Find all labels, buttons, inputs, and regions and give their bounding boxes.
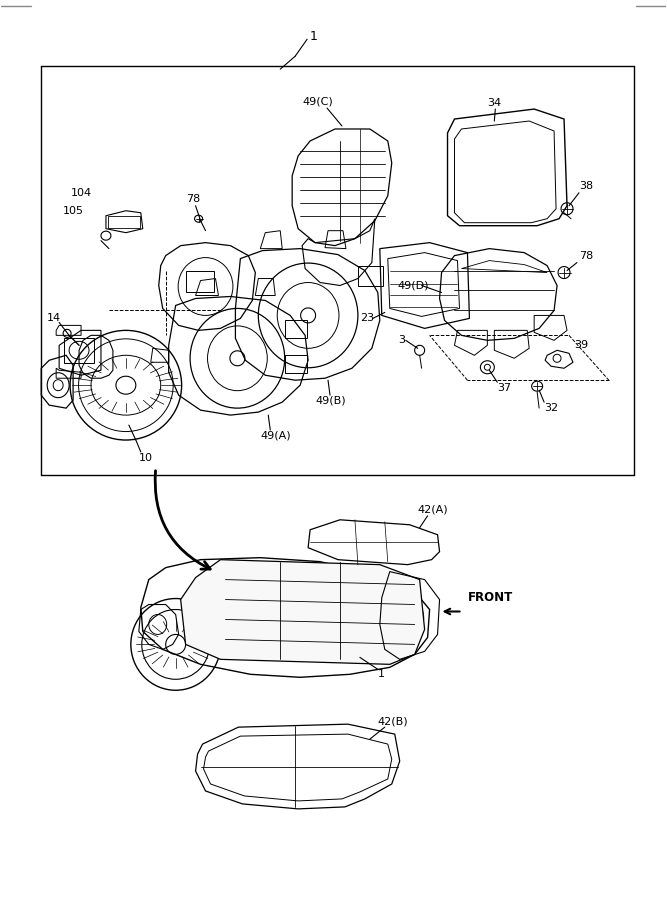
FancyArrowPatch shape <box>155 471 210 569</box>
Bar <box>64 338 94 364</box>
Text: 14: 14 <box>47 313 61 323</box>
Text: 32: 32 <box>544 403 558 413</box>
Bar <box>285 356 307 373</box>
Bar <box>185 271 213 292</box>
Text: 23: 23 <box>360 313 374 323</box>
Text: 78: 78 <box>185 194 200 203</box>
Text: 10: 10 <box>139 453 153 463</box>
Text: 104: 104 <box>71 188 92 198</box>
Text: 42(A): 42(A) <box>418 505 448 515</box>
Bar <box>358 266 383 285</box>
Text: FRONT: FRONT <box>468 591 513 604</box>
Text: 1: 1 <box>378 670 385 680</box>
Text: 49(C): 49(C) <box>302 96 333 106</box>
Text: 42(B): 42(B) <box>378 716 408 726</box>
Text: 3: 3 <box>398 336 405 346</box>
Text: 49(A): 49(A) <box>260 430 291 440</box>
Text: 37: 37 <box>498 383 512 393</box>
Text: 39: 39 <box>574 340 588 350</box>
Text: 49(B): 49(B) <box>315 395 346 405</box>
Text: 38: 38 <box>579 181 593 191</box>
Text: 1: 1 <box>310 30 318 43</box>
Bar <box>108 216 140 228</box>
Bar <box>285 320 307 338</box>
Text: 34: 34 <box>488 98 502 108</box>
Text: 49(D): 49(D) <box>398 281 430 291</box>
Text: 78: 78 <box>579 250 593 261</box>
Polygon shape <box>181 560 425 664</box>
Text: 105: 105 <box>63 206 84 216</box>
